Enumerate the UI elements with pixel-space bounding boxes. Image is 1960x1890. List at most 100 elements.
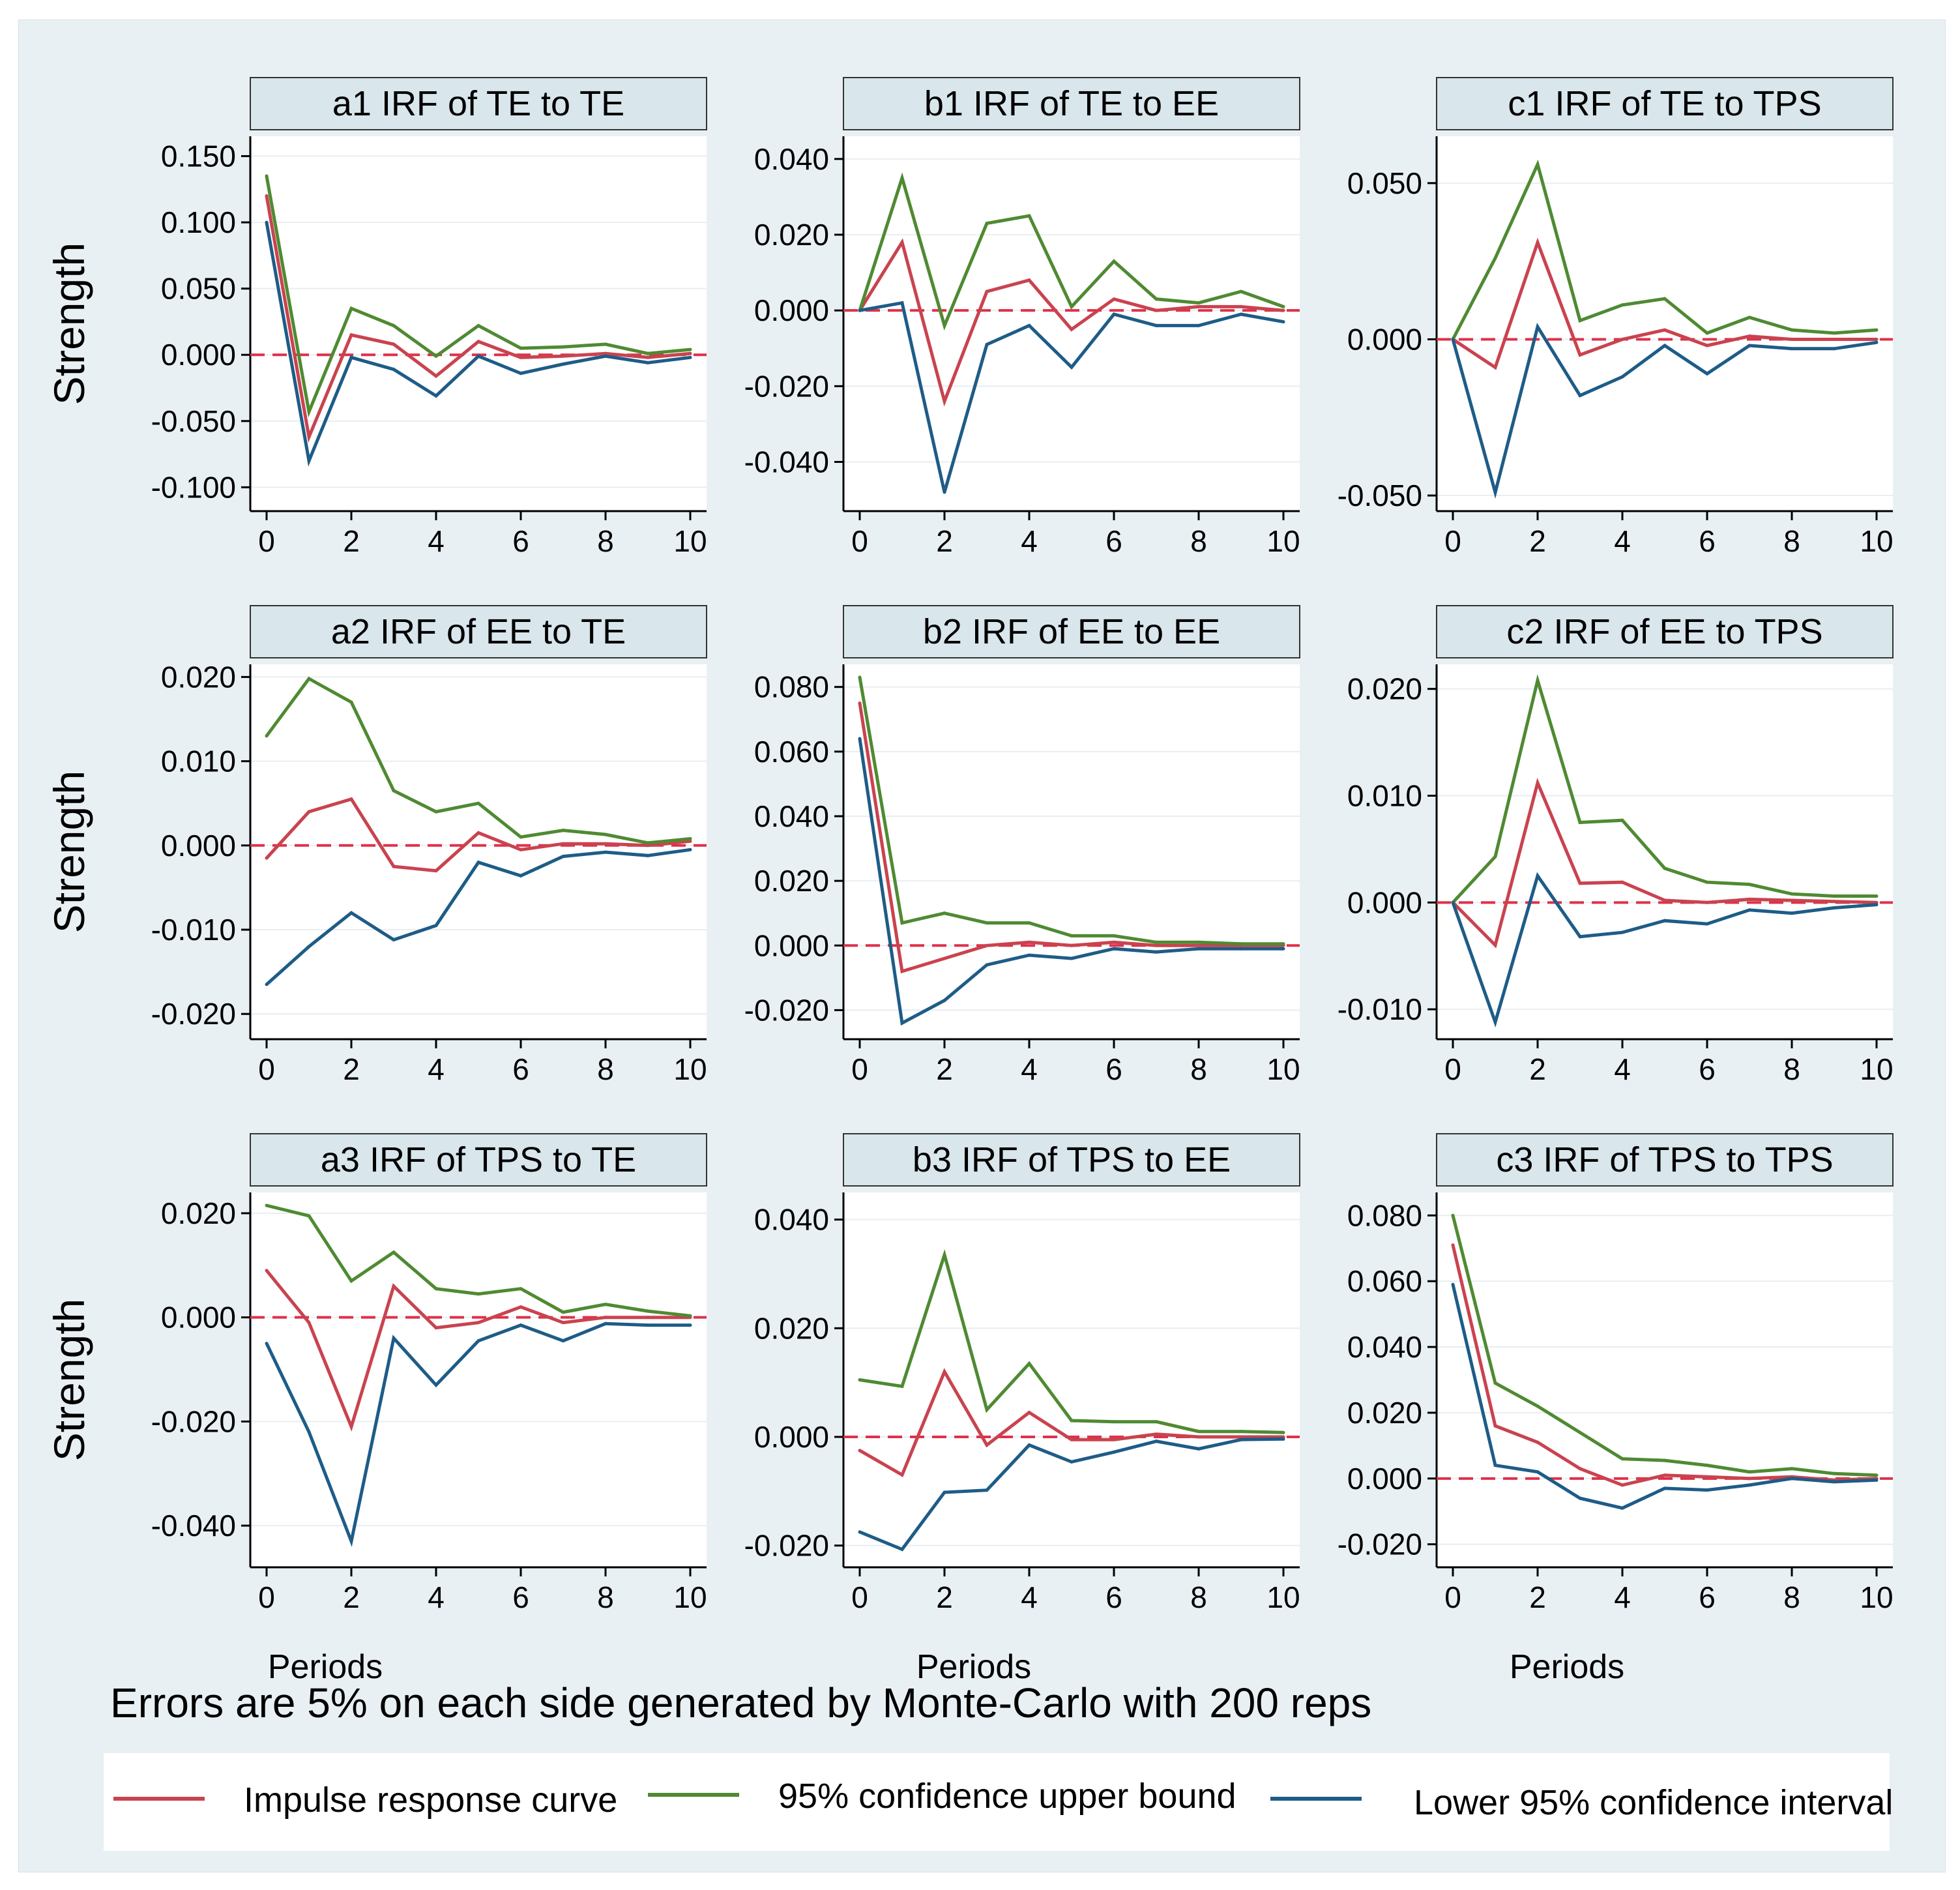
monte-carlo-note: Errors are 5% on each side generated by … [110, 1679, 1371, 1726]
point-upper-a3-8 [604, 1303, 607, 1307]
xtick-label-a2-0: 0 [258, 1052, 275, 1086]
point-upper-b1-4 [1027, 214, 1031, 218]
point-lower-c1-2 [1536, 325, 1540, 329]
point-upper-c2-6 [1705, 880, 1709, 884]
point-lower-c3-0 [1451, 1282, 1455, 1286]
panel-title-b2: b2 IRF of EE to EE [923, 612, 1220, 651]
point-irf-a2-1 [307, 810, 311, 814]
ytick-label-b1-0: -0.040 [744, 445, 829, 479]
point-lower-c1-10 [1875, 340, 1879, 344]
point-lower-a3-10 [688, 1323, 692, 1327]
point-upper-c3-0 [1451, 1213, 1455, 1217]
point-upper-c3-9 [1832, 1471, 1836, 1475]
point-irf-c3-4 [1620, 1483, 1624, 1487]
point-irf-a1-10 [688, 351, 692, 355]
point-upper-c1-10 [1875, 328, 1879, 332]
point-lower-c2-6 [1705, 922, 1709, 926]
ytick-label-b3-1: 0.000 [754, 1420, 829, 1454]
ytick-label-b2-4: 0.060 [754, 735, 829, 769]
point-lower-a1-1 [307, 459, 311, 463]
point-irf-b3-6 [1112, 1438, 1116, 1441]
point-lower-c1-7 [1748, 344, 1751, 347]
point-lower-c2-1 [1493, 1020, 1497, 1024]
panel-title-box-a2 [250, 605, 707, 658]
point-upper-c2-5 [1663, 866, 1667, 870]
xtick-label-a3-5: 10 [673, 1580, 707, 1614]
point-lower-c3-3 [1578, 1496, 1582, 1500]
ytick-label-c2-1: 0.000 [1347, 885, 1422, 919]
point-lower-b1-10 [1281, 320, 1285, 324]
xtick-label-a2-2: 4 [428, 1052, 445, 1086]
point-upper-c3-6 [1705, 1464, 1709, 1468]
panels-group: a1 IRF of TE to TE -0.100 -0.050 0.000 0.050… [45, 77, 1894, 1686]
xtick-label-b1-1: 2 [936, 524, 953, 558]
point-irf-a3-9 [646, 1316, 650, 1320]
point-lower-a3-0 [265, 1342, 269, 1346]
point-irf-a2-6 [519, 848, 523, 851]
point-lower-a3-8 [604, 1322, 607, 1325]
xtick-label-c2-0: 0 [1444, 1052, 1461, 1086]
ytick-label-b1-1: -0.020 [744, 369, 829, 403]
point-irf-c3-5 [1663, 1473, 1667, 1477]
point-irf-c1-4 [1620, 337, 1624, 341]
point-upper-b3-0 [858, 1378, 862, 1381]
xtick-label-a1-4: 8 [597, 524, 614, 558]
point-lower-b2-7 [1154, 950, 1158, 954]
panel-title-b3: b3 IRF of TPS to EE [913, 1140, 1231, 1179]
point-lower-c3-7 [1748, 1483, 1751, 1487]
xlabel-a3: Periods [268, 1648, 383, 1686]
xtick-label-b3-5: 10 [1266, 1580, 1300, 1614]
point-irf-c3-1 [1493, 1424, 1497, 1428]
point-lower-b1-7 [1154, 323, 1158, 327]
point-upper-b2-4 [1027, 921, 1031, 925]
point-lower-c3-4 [1620, 1506, 1624, 1510]
ytick-label-c2-3: 0.020 [1347, 672, 1422, 706]
ytick-label-a1-1: -0.050 [151, 404, 236, 438]
point-upper-a2-6 [519, 835, 523, 839]
xtick-label-c2-3: 6 [1699, 1052, 1716, 1086]
ytick-label-c3-3: 0.040 [1347, 1330, 1422, 1364]
point-upper-c3-1 [1493, 1381, 1497, 1385]
point-upper-c1-5 [1663, 297, 1667, 301]
ytick-label-a2-4: 0.020 [161, 660, 236, 694]
ytick-label-a1-3: 0.050 [161, 272, 236, 306]
point-lower-b2-4 [1027, 953, 1031, 957]
point-lower-b2-1 [900, 1021, 904, 1025]
plot-area-c1 [1437, 136, 1893, 511]
point-lower-c2-5 [1663, 919, 1667, 923]
ytick-label-c2-0: -0.010 [1338, 992, 1422, 1026]
point-irf-c3-3 [1578, 1467, 1582, 1471]
ytick-label-b2-0: -0.020 [744, 993, 829, 1027]
point-lower-a1-8 [604, 354, 607, 358]
point-lower-a2-3 [392, 938, 396, 942]
point-irf-a3-5 [476, 1321, 480, 1325]
point-lower-c1-3 [1578, 394, 1582, 398]
point-irf-c2-4 [1620, 880, 1624, 884]
point-lower-c2-0 [1451, 900, 1455, 904]
point-lower-b3-9 [1239, 1438, 1243, 1441]
point-irf-b2-5 [1070, 943, 1074, 947]
point-upper-c3-2 [1536, 1404, 1540, 1408]
point-upper-c2-2 [1536, 679, 1540, 683]
point-upper-b2-5 [1070, 934, 1074, 938]
ytick-label-a1-4: 0.100 [161, 205, 236, 239]
panel-title-c2: c2 IRF of EE to TPS [1506, 612, 1822, 651]
point-upper-a2-9 [646, 841, 650, 845]
point-lower-b3-3 [985, 1488, 989, 1492]
point-upper-c1-1 [1493, 256, 1497, 260]
xtick-label-a3-2: 4 [428, 1580, 445, 1614]
point-upper-b3-1 [900, 1385, 904, 1388]
xtick-label-c2-4: 8 [1783, 1052, 1800, 1086]
irf-figure: a1 IRF of TE to TE -0.100 -0.050 0.000 0.050… [18, 20, 1946, 1872]
point-lower-b2-0 [858, 737, 862, 741]
xtick-label-a1-3: 6 [512, 524, 529, 558]
point-lower-a3-2 [349, 1539, 353, 1543]
point-irf-a2-3 [392, 864, 396, 868]
point-irf-c2-7 [1748, 897, 1751, 901]
point-upper-c2-4 [1620, 818, 1624, 822]
panel-title-box-c1 [1436, 77, 1894, 130]
point-upper-b2-0 [858, 675, 862, 679]
point-upper-c2-7 [1748, 882, 1751, 886]
point-lower-a1-0 [265, 220, 269, 224]
point-upper-c1-9 [1832, 331, 1836, 335]
